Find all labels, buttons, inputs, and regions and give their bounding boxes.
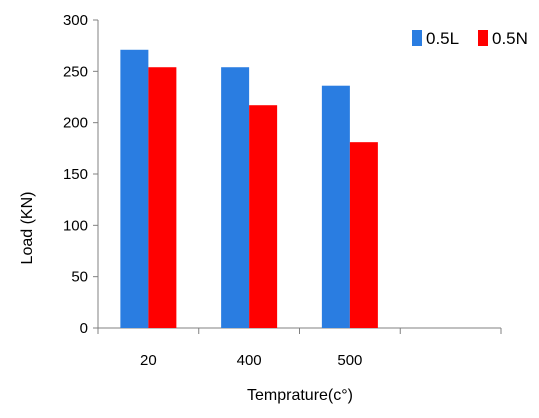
x-axis-ticks: 20 400 500 — [97, 328, 502, 369]
legend-label: 0.5N — [492, 29, 528, 48]
bar-0-5n-20 — [148, 67, 177, 328]
x-tick-label: 400 — [237, 352, 262, 369]
y-tick-label: 0 — [80, 320, 88, 337]
y-tick-label: 300 — [63, 12, 88, 29]
y-tick-label: 250 — [63, 63, 88, 80]
y-tick-label: 50 — [71, 269, 88, 286]
y-tick-label: 200 — [63, 115, 88, 132]
bar-0-5l-500 — [321, 85, 350, 328]
legend-swatch — [412, 30, 422, 46]
x-tick-label: 500 — [337, 352, 362, 369]
legend: 0.5L 0.5N — [412, 29, 528, 48]
bar-0-5n-400 — [249, 105, 278, 328]
bar-0-5l-20 — [120, 49, 149, 328]
legend-swatch — [478, 30, 488, 46]
y-tick-label: 150 — [63, 166, 88, 183]
bar-0-5l-400 — [221, 67, 250, 328]
x-axis-title: Temprature(c°) — [247, 387, 353, 404]
y-tick-label: 100 — [63, 217, 88, 234]
y-axis-title: Load (KN) — [19, 192, 36, 265]
y-axis-ticks: 0 50 100 150 200 250 300 — [63, 12, 98, 337]
legend-label: 0.5L — [426, 29, 459, 48]
bar-0-5n-500 — [349, 142, 378, 328]
x-tick-label: 20 — [140, 352, 157, 369]
bars — [120, 49, 378, 328]
